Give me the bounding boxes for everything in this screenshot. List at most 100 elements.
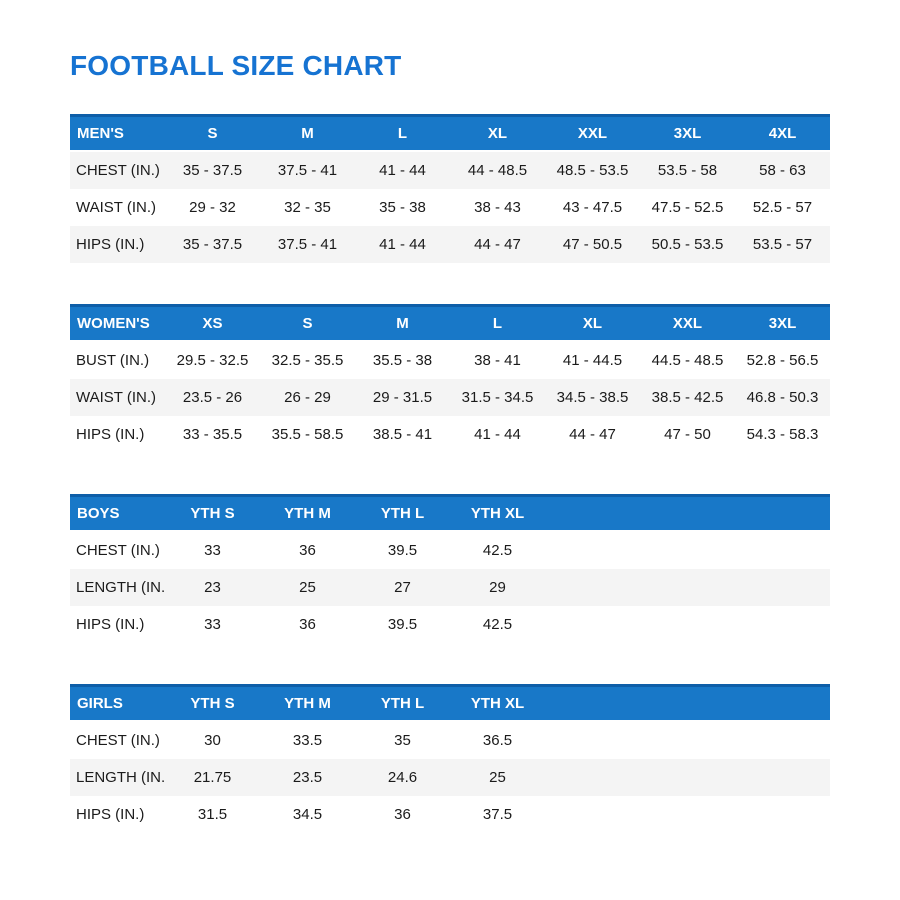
mens-table-title: MEN'S [77,125,124,142]
size-value-cell: 33 [204,542,221,559]
measurement-row-label: HIPS (IN.) [76,806,145,823]
mens-row-chest: CHEST (IN.) 35 - 37.5 37.5 - 41 41 - 44 44 -… [70,152,830,189]
girls-row-hips: HIPS (IN.) 31.5 34.5 36 37.5 [70,796,830,833]
mens-size-column-header: S [207,125,218,142]
size-value-cell: 35 - 38 [379,199,426,216]
mens-row-waist: WAIST (IN.) 29 - 32 32 - 35 35 - 38 38 - 43 4… [70,189,830,226]
size-value-cell: 29.5 - 32.5 [176,352,249,369]
size-value-cell: 38 - 41 [474,352,521,369]
mens-size-column-header: XXL [577,125,608,142]
size-value-cell: 36 [299,542,316,559]
measurement-row-label: HIPS (IN.) [76,426,145,443]
boys-row-hips: HIPS (IN.) 33 36 39.5 42.5 [70,606,830,643]
womens-header-row: WOMEN'S XS S M L XL XXL 3XL [70,304,830,340]
size-value-cell: 47 - 50.5 [562,236,623,253]
size-value-cell: 33 - 35.5 [182,426,243,443]
size-value-cell: 31.5 [197,806,228,823]
size-value-cell: 53.5 - 57 [752,236,813,253]
size-value-cell: 35 - 37.5 [182,162,243,179]
size-value-cell: 35 - 37.5 [182,236,243,253]
size-value-cell: 52.8 - 56.5 [746,352,819,369]
boys-row-length: LENGTH (IN.) 23 25 27 29 [70,569,830,606]
boys-size-column-header: YTH XL [470,505,525,522]
size-value-cell: 37.5 - 41 [277,236,338,253]
size-value-cell: 37.5 [482,806,513,823]
girls-size-column-header: YTH XL [470,695,525,712]
mens-size-column-header: M [301,125,314,142]
size-value-cell: 32 - 35 [284,199,331,216]
size-value-cell: 39.5 [387,542,418,559]
size-value-cell: 41 - 44 [379,162,426,179]
size-value-cell: 48.5 - 53.5 [556,162,629,179]
size-value-cell: 41 - 44 [474,426,521,443]
womens-size-table: WOMEN'S XS S M L XL XXL 3XL BUST (IN.) 29.5 - 32.… [70,304,830,453]
mens-size-table: MEN'S S M L XL XXL 3XL 4XL CHEST (IN.) 35 - 37.5 3… [70,114,830,263]
size-value-cell: 43 - 47.5 [562,199,623,216]
measurement-row-label: HIPS (IN.) [76,616,145,633]
size-value-cell: 33.5 [292,732,323,749]
womens-size-column-header: S [302,315,313,332]
size-value-cell: 23.5 - 26 [182,389,243,406]
size-value-cell: 58 - 63 [759,162,806,179]
boys-size-column-header: YTH L [380,505,425,522]
womens-table-title: WOMEN'S [77,315,150,332]
size-value-cell: 26 - 29 [284,389,331,406]
measurement-row-label: HIPS (IN.) [76,236,145,253]
size-value-cell: 36 [299,616,316,633]
measurement-row-label: CHEST (IN.) [76,732,160,749]
womens-size-column-header: M [396,315,409,332]
womens-size-column-header: XS [202,315,223,332]
boys-header-row: BOYS YTH S YTH M YTH L YTH XL [70,494,830,530]
size-value-cell: 44 - 48.5 [467,162,528,179]
page-title: FOOTBALL SIZE CHART [70,50,402,81]
measurement-row-label: LENGTH (IN.) [76,769,165,786]
size-value-cell: 53.5 - 58 [657,162,718,179]
size-value-cell: 50.5 - 53.5 [651,236,724,253]
size-value-cell: 38.5 - 41 [372,426,433,443]
size-value-cell: 36.5 [482,732,513,749]
size-value-cell: 23.5 [292,769,323,786]
size-value-cell: 29 - 32 [189,199,236,216]
boys-table-title: BOYS [77,505,120,522]
size-value-cell: 36 [394,806,411,823]
mens-size-column-header: XL [487,125,508,142]
size-value-cell: 29 - 31.5 [372,389,433,406]
measurement-row-label: CHEST (IN.) [76,162,160,179]
size-value-cell: 23 [204,579,221,596]
measurement-row-label: WAIST (IN.) [76,389,156,406]
size-value-cell: 38.5 - 42.5 [651,389,724,406]
girls-size-table: GIRLS YTH S YTH M YTH L YTH XL CHEST (IN.) 30 3… [70,684,830,833]
mens-header-row: MEN'S S M L XL XXL 3XL 4XL [70,114,830,150]
size-value-cell: 47.5 - 52.5 [651,199,724,216]
measurement-row-label: LENGTH (IN.) [76,579,165,596]
size-value-cell: 34.5 - 38.5 [556,389,629,406]
size-value-cell: 41 - 44.5 [562,352,623,369]
size-value-cell: 34.5 [292,806,323,823]
size-value-cell: 35.5 - 38 [372,352,433,369]
womens-size-column-header: XXL [672,315,703,332]
girls-header-row: GIRLS YTH S YTH M YTH L YTH XL [70,684,830,720]
mens-size-column-header: 4XL [768,125,797,142]
mens-row-hips: HIPS (IN.) 35 - 37.5 37.5 - 41 41 - 44 44 - … [70,226,830,263]
size-value-cell: 32.5 - 35.5 [271,352,344,369]
womens-row-bust: BUST (IN.) 29.5 - 32.5 32.5 - 35.5 35.5 - 3… [70,342,830,379]
size-value-cell: 25 [489,769,506,786]
womens-row-waist: WAIST (IN.) 23.5 - 26 26 - 29 29 - 31.5 31.5… [70,379,830,416]
womens-size-column-header: 3XL [768,315,797,332]
boys-row-chest: CHEST (IN.) 33 36 39.5 42.5 [70,532,830,569]
girls-row-length: LENGTH (IN.) 21.75 23.5 24.6 25 [70,759,830,796]
size-value-cell: 44 - 47 [569,426,616,443]
mens-size-column-header: L [397,125,408,142]
size-value-cell: 37.5 - 41 [277,162,338,179]
size-value-cell: 44.5 - 48.5 [651,352,724,369]
measurement-row-label: WAIST (IN.) [76,199,156,216]
mens-size-column-header: 3XL [673,125,702,142]
size-value-cell: 31.5 - 34.5 [461,389,534,406]
girls-row-chest: CHEST (IN.) 30 33.5 35 36.5 [70,722,830,759]
size-value-cell: 42.5 [482,542,513,559]
size-value-cell: 39.5 [387,616,418,633]
size-value-cell: 52.5 - 57 [752,199,813,216]
size-value-cell: 27 [394,579,411,596]
boys-size-column-header: YTH S [190,505,235,522]
